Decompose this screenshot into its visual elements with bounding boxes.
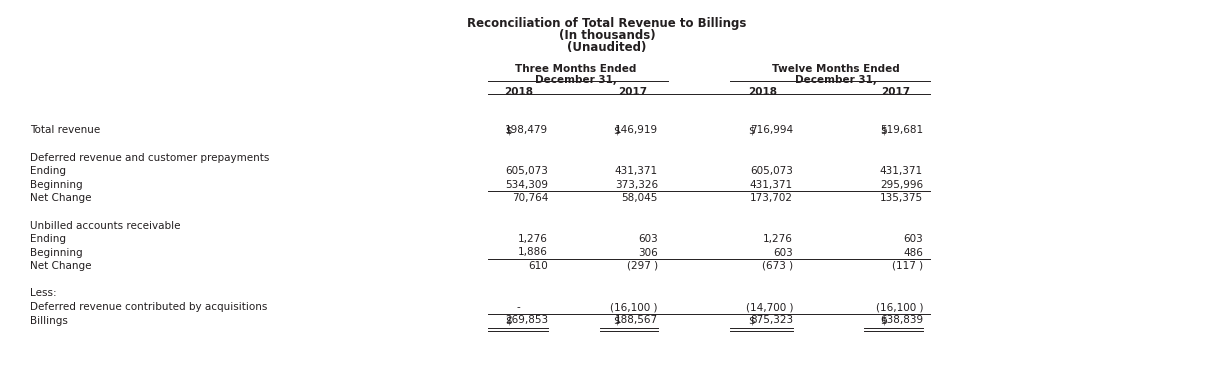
Text: 519,681: 519,681 [880, 125, 923, 135]
Text: Ending: Ending [30, 166, 66, 176]
Text: 431,371: 431,371 [750, 180, 793, 189]
Text: Three Months Ended: Three Months Ended [515, 64, 636, 74]
Text: Ending: Ending [30, 234, 66, 244]
Text: (117 ): (117 ) [892, 261, 923, 271]
Text: 2017: 2017 [881, 87, 910, 97]
Text: (297 ): (297 ) [626, 261, 658, 271]
Text: $: $ [505, 125, 511, 135]
Text: 2017: 2017 [618, 87, 647, 97]
Text: 486: 486 [903, 247, 923, 258]
Text: 2018: 2018 [505, 87, 533, 97]
Text: 198,479: 198,479 [505, 125, 548, 135]
Text: 70,764: 70,764 [511, 193, 548, 203]
Text: $: $ [505, 316, 511, 325]
Text: 306: 306 [639, 247, 658, 258]
Text: Reconciliation of Total Revenue to Billings: Reconciliation of Total Revenue to Billi… [467, 17, 747, 30]
Text: December 31,: December 31, [795, 75, 877, 85]
Text: 610: 610 [528, 261, 548, 271]
Text: Billings: Billings [30, 316, 68, 325]
Text: 146,919: 146,919 [614, 125, 658, 135]
Text: $: $ [880, 125, 886, 135]
Text: 173,702: 173,702 [750, 193, 793, 203]
Text: Deferred revenue and customer prepayments: Deferred revenue and customer prepayment… [30, 152, 270, 163]
Text: Beginning: Beginning [30, 247, 83, 258]
Text: 875,323: 875,323 [750, 316, 793, 325]
Text: 534,309: 534,309 [505, 180, 548, 189]
Text: 603: 603 [639, 234, 658, 244]
Text: Beginning: Beginning [30, 180, 83, 189]
Text: 603: 603 [773, 247, 793, 258]
Text: (Unaudited): (Unaudited) [567, 41, 647, 54]
Text: Net Change: Net Change [30, 193, 91, 203]
Text: Less:: Less: [30, 289, 57, 298]
Text: $: $ [748, 125, 755, 135]
Text: (16,100 ): (16,100 ) [875, 302, 923, 312]
Text: (16,100 ): (16,100 ) [611, 302, 658, 312]
Text: 605,073: 605,073 [505, 166, 548, 176]
Text: 1,886: 1,886 [518, 247, 548, 258]
Text: 295,996: 295,996 [880, 180, 923, 189]
Text: $: $ [613, 125, 619, 135]
Text: 603: 603 [903, 234, 923, 244]
Text: 188,567: 188,567 [614, 316, 658, 325]
Text: 2018: 2018 [749, 87, 777, 97]
Text: $: $ [748, 316, 755, 325]
Text: Deferred revenue contributed by acquisitions: Deferred revenue contributed by acquisit… [30, 302, 267, 312]
Text: 373,326: 373,326 [614, 180, 658, 189]
Text: Unbilled accounts receivable: Unbilled accounts receivable [30, 221, 181, 230]
Text: 716,994: 716,994 [750, 125, 793, 135]
Text: 58,045: 58,045 [622, 193, 658, 203]
Text: 1,276: 1,276 [518, 234, 548, 244]
Text: (14,700 ): (14,700 ) [745, 302, 793, 312]
Text: -: - [516, 302, 520, 312]
Text: (In thousands): (In thousands) [558, 29, 656, 42]
Text: Total revenue: Total revenue [30, 125, 101, 135]
Text: 269,853: 269,853 [505, 316, 548, 325]
Text: 431,371: 431,371 [614, 166, 658, 176]
Text: 431,371: 431,371 [880, 166, 923, 176]
Text: $: $ [613, 316, 619, 325]
Text: 135,375: 135,375 [880, 193, 923, 203]
Text: Net Change: Net Change [30, 261, 91, 271]
Text: 605,073: 605,073 [750, 166, 793, 176]
Text: $: $ [880, 316, 886, 325]
Text: (673 ): (673 ) [762, 261, 793, 271]
Text: Twelve Months Ended: Twelve Months Ended [772, 64, 900, 74]
Text: 1,276: 1,276 [764, 234, 793, 244]
Text: 638,839: 638,839 [880, 316, 923, 325]
Text: December 31,: December 31, [535, 75, 617, 85]
